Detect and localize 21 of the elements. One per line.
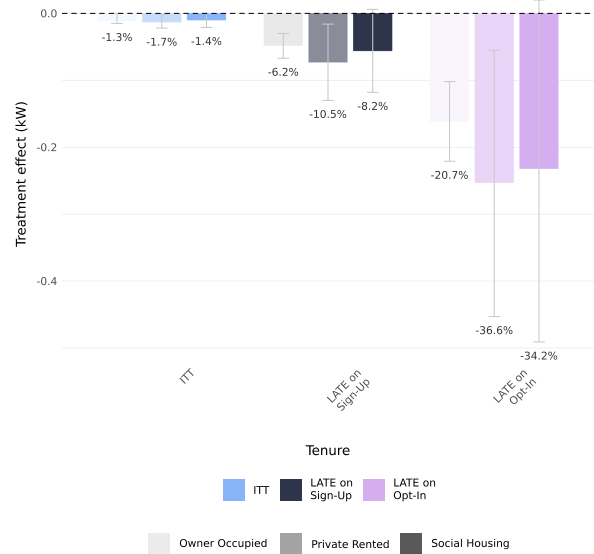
- annotation: -1.4%: [192, 37, 222, 46]
- text: Private Rented: [312, 540, 389, 548]
- x-tick-label: ITT: [179, 368, 194, 384]
- annotation: -8.2%: [358, 102, 388, 110]
- annotation: -1.7%: [146, 38, 177, 46]
- y-axis-title: Treatment effect (kW): [15, 102, 28, 247]
- y-tick-label: 0.0: [41, 9, 57, 18]
- category-label: ITT: [254, 486, 270, 494]
- annotation: -10.5%: [310, 110, 346, 118]
- text: Social Housing: [432, 538, 509, 550]
- x-axis-title: Tenure: [306, 445, 350, 456]
- y-tick-label: -0.2: [37, 143, 56, 152]
- y-tick-label: -0.4: [37, 277, 57, 286]
- annotation: -34.2%: [520, 352, 558, 360]
- category-label: LATE on Opt-In: [394, 478, 436, 502]
- annotation: -20.7%: [431, 170, 468, 179]
- annotation: -1.3%: [102, 33, 132, 42]
- text: Owner Occupied: [180, 538, 266, 550]
- annotation: -6.2%: [268, 68, 298, 76]
- annotation: -36.6%: [476, 326, 513, 334]
- category-label: LATE on Sign-Up: [310, 478, 352, 502]
